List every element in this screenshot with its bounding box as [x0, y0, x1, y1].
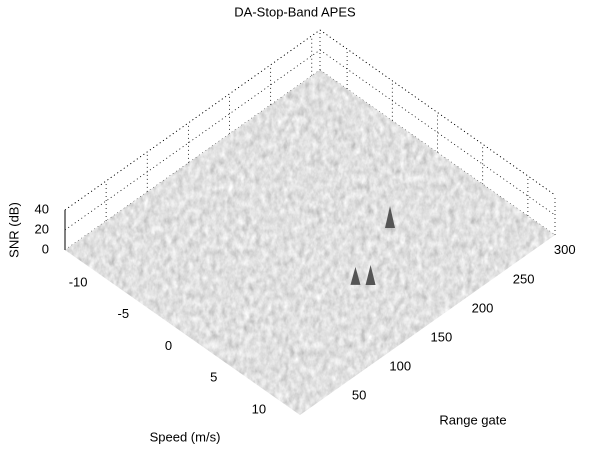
- peak: [385, 206, 396, 229]
- x-tick-label: 5: [210, 370, 217, 385]
- surface: [65, 70, 555, 415]
- x-tick-label: 0: [165, 338, 172, 353]
- y-tick-label: 200: [472, 300, 494, 315]
- z-tick-label: 20: [35, 221, 49, 236]
- x-tick-label: -5: [118, 306, 130, 321]
- peak: [365, 265, 376, 286]
- x-tick-label: 10: [252, 401, 266, 416]
- x-axis-label: Speed (m/s): [150, 429, 221, 444]
- peak: [350, 266, 361, 285]
- z-tick-label: 0: [42, 241, 49, 256]
- y-tick-label: 250: [513, 271, 535, 286]
- y-tick-label: 100: [389, 358, 411, 373]
- y-tick-label: 150: [431, 329, 453, 344]
- y-axis-label: Range gate: [439, 412, 506, 427]
- grid-line: [64, 49, 321, 231]
- y-tick-label: 50: [352, 387, 366, 402]
- z-axis-label: SNR (dB): [6, 202, 21, 258]
- y-tick-label: 300: [554, 242, 576, 257]
- grid-line: [64, 29, 321, 211]
- x-tick-label: -10: [69, 274, 88, 289]
- z-tick-label: 40: [35, 201, 49, 216]
- chart-title: DA-Stop-Band APES: [234, 4, 356, 19]
- plot-area: [350, 206, 396, 286]
